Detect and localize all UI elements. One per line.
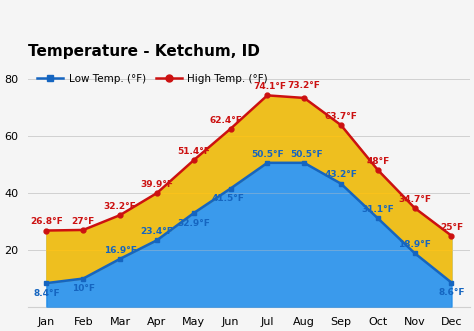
Text: 25°F: 25°F <box>440 222 463 231</box>
Text: 50.5°F: 50.5°F <box>251 150 283 159</box>
Text: 18.9°F: 18.9°F <box>398 240 431 249</box>
Text: 74.1°F: 74.1°F <box>254 82 287 91</box>
Text: 41.5°F: 41.5°F <box>211 194 244 203</box>
Text: 34.7°F: 34.7°F <box>398 195 431 204</box>
Text: 63.7°F: 63.7°F <box>325 112 357 121</box>
Text: 32.2°F: 32.2°F <box>104 202 137 211</box>
Text: 43.2°F: 43.2°F <box>325 170 357 179</box>
Text: 50.5°F: 50.5°F <box>291 150 323 159</box>
Text: 23.4°F: 23.4°F <box>140 227 173 236</box>
Legend: Low Temp. (°F), High Temp. (°F): Low Temp. (°F), High Temp. (°F) <box>33 70 272 88</box>
Text: 48°F: 48°F <box>366 157 390 166</box>
Text: 31.1°F: 31.1°F <box>361 205 394 214</box>
Text: 73.2°F: 73.2°F <box>288 81 320 90</box>
Text: 51.4°F: 51.4°F <box>177 147 210 156</box>
Text: 26.8°F: 26.8°F <box>30 217 63 226</box>
Text: 10°F: 10°F <box>72 284 95 293</box>
Text: 8.6°F: 8.6°F <box>438 288 465 297</box>
Text: 39.9°F: 39.9°F <box>140 180 173 189</box>
Text: 8.4°F: 8.4°F <box>33 289 60 298</box>
Text: Temperature - Ketchum, ID: Temperature - Ketchum, ID <box>28 44 260 59</box>
Text: 32.9°F: 32.9°F <box>177 219 210 228</box>
Text: 62.4°F: 62.4°F <box>210 116 243 125</box>
Text: 16.9°F: 16.9°F <box>104 246 137 255</box>
Text: 27°F: 27°F <box>72 217 95 226</box>
